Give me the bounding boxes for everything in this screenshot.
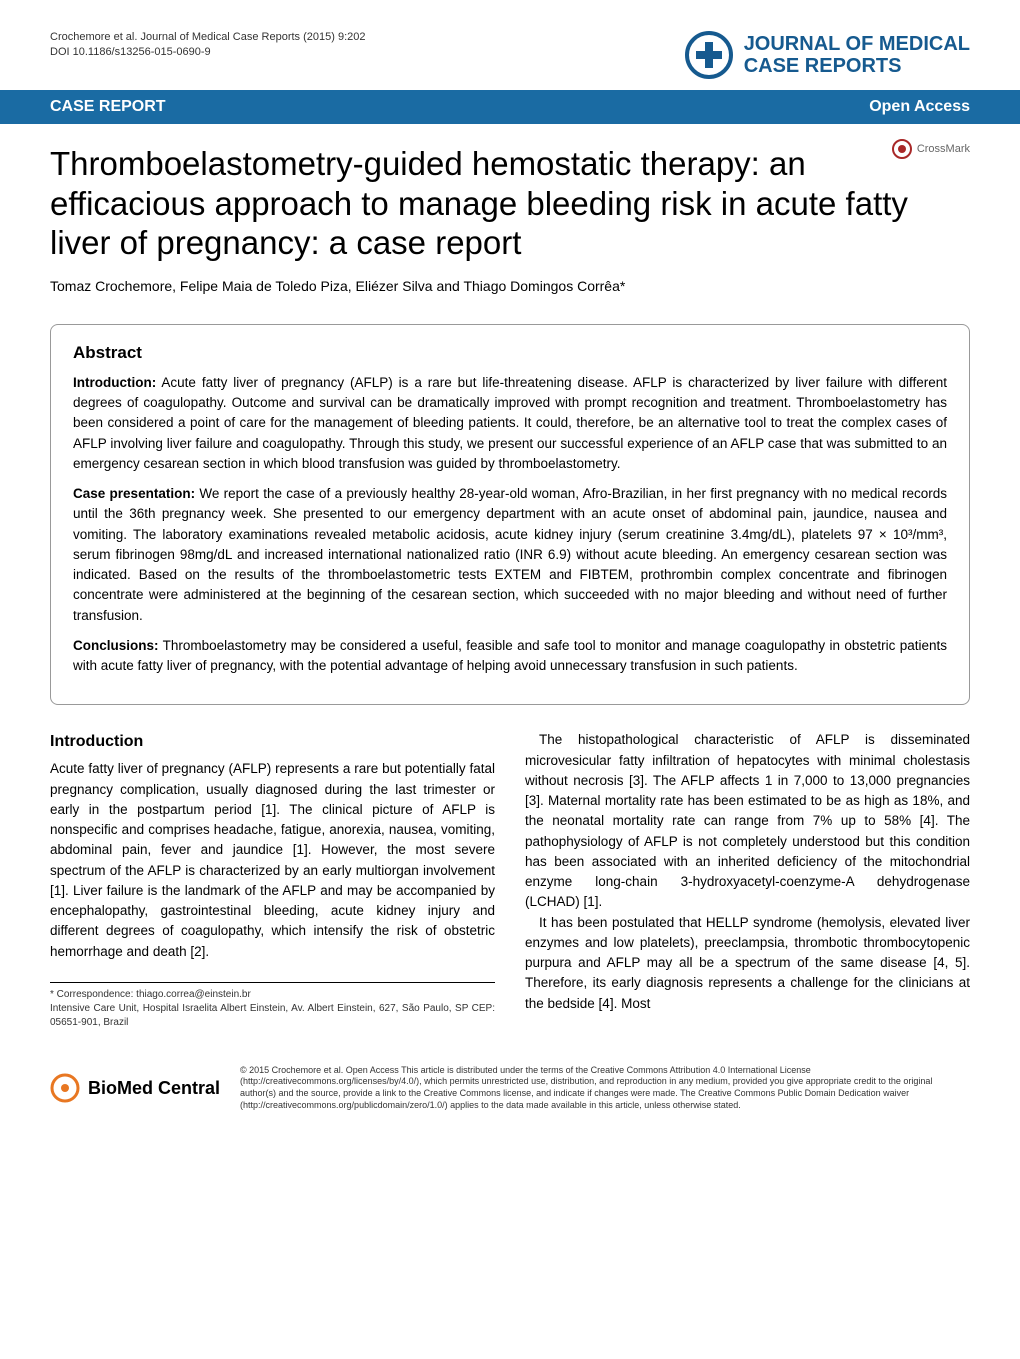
article-type-label: CASE REPORT [50,98,166,116]
crossmark-label: CrossMark [917,143,970,155]
open-access-label: Open Access [869,98,970,116]
bmc-label: BioMed Central [88,1078,220,1099]
authors-line: Tomaz Crochemore, Felipe Maia de Toledo … [50,278,970,294]
journal-plus-icon [684,30,734,80]
doi-line: DOI 10.1186/s13256-015-0690-9 [50,45,366,60]
abstract-intro-label: Introduction: [73,375,156,390]
right-paragraph-1: The histopathological characteristic of … [525,730,970,912]
introduction-heading: Introduction [50,730,495,754]
abstract-case-presentation: Case presentation: We report the case of… [73,484,947,626]
abstract-case-text: We report the case of a previously healt… [73,486,947,623]
body-columns: Introduction Acute fatty liver of pregna… [0,730,1020,1050]
header-citation-block: Crochemore et al. Journal of Medical Cas… [50,30,366,61]
page-footer: BioMed Central © 2015 Crochemore et al. … [0,1050,1020,1142]
abstract-introduction: Introduction: Acute fatty liver of pregn… [73,373,947,474]
crossmark-icon [892,139,912,159]
citation-line: Crochemore et al. Journal of Medical Cas… [50,30,366,45]
journal-logo: JOURNAL OF MEDICAL CASE REPORTS [684,30,970,80]
abstract-intro-text: Acute fatty liver of pregnancy (AFLP) is… [73,375,947,471]
correspondence-block: * Correspondence: thiago.correa@einstein… [50,982,495,1030]
bmc-icon [50,1073,80,1103]
abstract-case-label: Case presentation: [73,486,195,501]
journal-name: JOURNAL OF MEDICAL CASE REPORTS [744,33,970,77]
right-paragraph-2: It has been postulated that HELLP syndro… [525,913,970,1014]
journal-name-line2: CASE REPORTS [744,55,970,77]
right-column: The histopathological characteristic of … [525,730,970,1030]
crossmark-badge[interactable]: CrossMark [892,139,970,159]
correspondence-affiliation: Intensive Care Unit, Hospital Israelita … [50,1002,495,1030]
intro-paragraph: Acute fatty liver of pregnancy (AFLP) re… [50,759,495,962]
correspondence-email: * Correspondence: thiago.correa@einstein… [50,988,495,1002]
left-column: Introduction Acute fatty liver of pregna… [50,730,495,1030]
abstract-conclusions-label: Conclusions: [73,638,159,653]
title-section: CrossMark Thromboelastometry-guided hemo… [0,124,1020,324]
abstract-conclusions: Conclusions: Thromboelastometry may be c… [73,636,947,677]
abstract-conclusions-text: Thromboelastometry may be considered a u… [73,638,947,673]
abstract-heading: Abstract [73,343,947,363]
article-title: Thromboelastometry-guided hemostatic the… [50,144,970,263]
biomed-central-logo: BioMed Central [50,1073,220,1103]
article-type-bar: CASE REPORT Open Access [0,90,1020,124]
journal-name-line1: JOURNAL OF MEDICAL [744,33,970,55]
abstract-box: Abstract Introduction: Acute fatty liver… [50,324,970,706]
license-text: © 2015 Crochemore et al. Open Access Thi… [240,1065,970,1112]
page-header: Crochemore et al. Journal of Medical Cas… [0,0,1020,90]
